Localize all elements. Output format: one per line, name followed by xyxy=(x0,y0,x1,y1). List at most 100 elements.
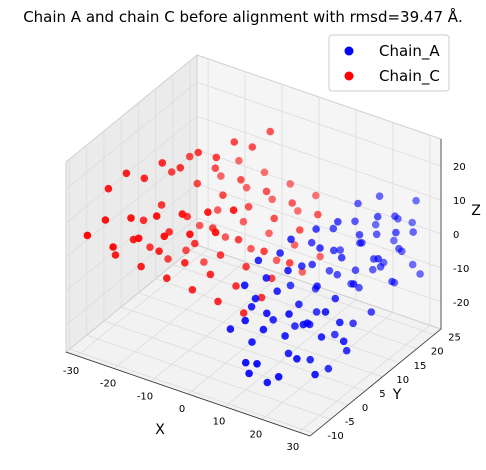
point-chain-c xyxy=(182,246,190,255)
point-chain-c xyxy=(235,156,243,165)
point-chain-a xyxy=(395,244,403,253)
point-chain-a xyxy=(333,270,342,279)
point-chain-c xyxy=(185,152,194,161)
point-chain-a xyxy=(241,358,250,367)
gridline-y xyxy=(138,292,383,378)
point-chain-a xyxy=(376,263,385,271)
point-chain-c xyxy=(285,259,294,267)
point-chain-a xyxy=(355,231,364,239)
point-chain-a xyxy=(295,300,303,309)
point-chain-a xyxy=(285,310,293,318)
point-chain-c xyxy=(191,239,199,248)
point-chain-a xyxy=(390,236,398,245)
point-chain-a xyxy=(273,287,282,296)
gridline-x xyxy=(150,273,283,382)
point-chain-a xyxy=(308,260,317,269)
point-chain-c xyxy=(195,221,204,230)
point-chain-a xyxy=(284,349,293,358)
point-chain-c xyxy=(206,270,215,279)
point-chain-a xyxy=(372,230,381,239)
point-chain-a xyxy=(416,270,424,278)
point-chain-a xyxy=(291,322,299,330)
z-tick-label: 20 xyxy=(453,162,466,173)
tick-labels: -30-20-100102030-10-50510152025-20-10010… xyxy=(63,162,469,453)
point-chain-c xyxy=(211,164,220,172)
point-chain-a xyxy=(392,228,400,237)
y-axis-label: Y xyxy=(392,387,402,403)
gridline-y xyxy=(155,278,400,364)
point-chain-c xyxy=(109,243,117,251)
point-chain-a xyxy=(253,360,261,368)
point-chain-c xyxy=(314,210,322,219)
point-chain-c xyxy=(217,172,225,180)
legend-label-chain-c: Chain_C xyxy=(379,67,440,86)
point-chain-a xyxy=(356,239,364,247)
point-chain-a xyxy=(349,280,358,288)
point-chain-a xyxy=(284,266,292,275)
point-chain-c xyxy=(286,180,295,188)
y-tick-label: 10 xyxy=(396,375,409,386)
point-chain-c xyxy=(157,201,166,209)
point-chain-a xyxy=(321,308,330,316)
point-chain-a xyxy=(349,319,357,328)
point-chain-c xyxy=(211,228,220,237)
point-chain-a xyxy=(375,192,384,200)
z-axis-label: Z xyxy=(471,203,481,219)
point-chain-a xyxy=(306,355,315,364)
point-chain-c xyxy=(137,262,145,271)
point-chain-c xyxy=(194,148,203,157)
point-chain-c xyxy=(213,206,222,214)
point-chain-a xyxy=(240,281,249,290)
point-chain-c xyxy=(268,195,277,204)
legend-label-chain-a: Chain_A xyxy=(379,42,440,61)
point-chain-a xyxy=(287,235,295,244)
x-tick-label: 10 xyxy=(213,417,226,428)
point-chain-a xyxy=(367,308,376,316)
point-chain-a xyxy=(263,309,271,318)
point-chain-c xyxy=(152,212,161,220)
gridline-x xyxy=(113,261,246,369)
point-chain-a xyxy=(336,246,345,254)
point-chain-a xyxy=(226,325,235,333)
point-chain-c xyxy=(146,243,154,251)
x-axis-label: X xyxy=(155,422,165,438)
x-tick-label: 30 xyxy=(287,442,300,453)
gridline-y xyxy=(86,334,331,420)
x-tick-label: -30 xyxy=(63,366,79,377)
point-chain-a xyxy=(303,319,312,328)
legend-marker-chain-a xyxy=(344,46,354,56)
point-chain-c xyxy=(298,268,307,276)
y-tick-label: 20 xyxy=(431,347,444,358)
gridline-x xyxy=(298,324,431,433)
point-chain-c xyxy=(221,233,230,241)
point-chain-a xyxy=(342,346,351,355)
gridline-z xyxy=(65,115,198,224)
x-tick-label: -20 xyxy=(100,379,116,390)
point-chain-a xyxy=(354,199,362,208)
point-chain-c xyxy=(267,274,276,283)
point-chain-a xyxy=(336,318,344,327)
gridline-y xyxy=(121,306,366,392)
point-chain-c xyxy=(260,168,269,177)
legend-marker-chain-c xyxy=(344,71,354,81)
point-chain-c xyxy=(139,216,148,225)
point-chain-c xyxy=(237,176,245,184)
legend: Chain_A Chain_C xyxy=(328,34,450,92)
point-chain-c xyxy=(134,234,143,243)
point-chain-c xyxy=(127,214,135,222)
point-chain-a xyxy=(307,238,316,247)
point-chain-c xyxy=(229,206,238,214)
point-chain-c xyxy=(193,179,202,188)
point-chain-a xyxy=(286,281,295,290)
point-chain-a xyxy=(337,253,346,262)
gridline-z xyxy=(65,217,198,326)
point-chain-a xyxy=(313,282,321,291)
point-chain-c xyxy=(294,207,302,215)
point-chain-c xyxy=(262,187,271,196)
point-chain-c xyxy=(140,174,149,183)
point-chain-a xyxy=(324,364,333,373)
point-chain-a xyxy=(374,254,383,263)
y-tick-label: 5 xyxy=(379,389,385,400)
point-chain-a xyxy=(408,260,417,269)
